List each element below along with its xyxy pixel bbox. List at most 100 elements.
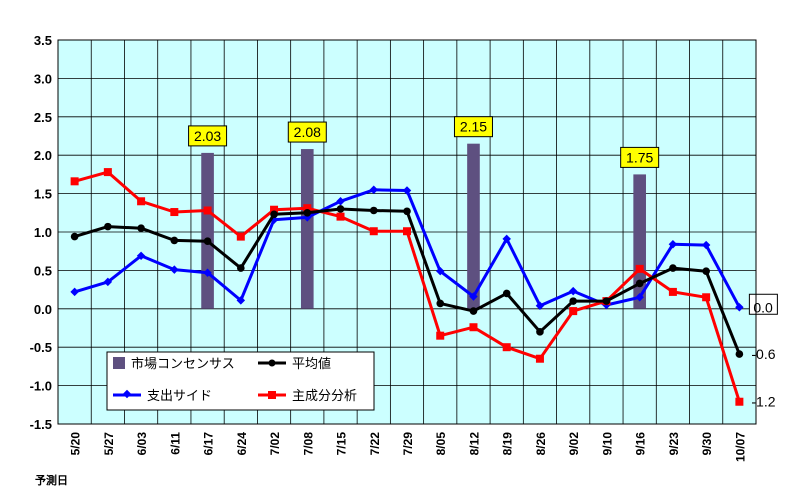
x-tick-label: 8/05 <box>434 432 448 456</box>
data-point-average <box>403 207 411 216</box>
data-point-pca <box>403 227 411 236</box>
x-tick-label: 6/24 <box>235 432 249 456</box>
data-point-average <box>303 209 312 217</box>
data-point-pca <box>70 177 79 186</box>
data-point-average <box>70 232 79 241</box>
data-point-expenditure <box>70 287 79 297</box>
data-point-average <box>735 350 744 358</box>
consensus-bar <box>300 149 314 309</box>
data-point-average <box>469 307 478 315</box>
legend-bar-swatch <box>113 357 125 369</box>
consensus-bar-label-box <box>453 116 493 138</box>
data-point-average <box>237 264 245 272</box>
y-tick-label: 1.0 <box>34 225 52 240</box>
data-point-expenditure <box>170 265 179 274</box>
x-tick-label: 8/26 <box>534 432 548 456</box>
y-tick-label: 2.0 <box>34 148 52 163</box>
x-tick-label: 6/17 <box>202 432 216 456</box>
y-tick-label: 0.5 <box>34 263 52 278</box>
data-point-expenditure <box>369 185 379 195</box>
data-point-pca <box>502 343 511 352</box>
x-tick-label: 5/27 <box>102 432 116 456</box>
y-tick-label: -1.5 <box>30 417 52 432</box>
end-label: -0.6 <box>751 346 775 362</box>
data-point-expenditure <box>469 292 478 301</box>
data-point-pca <box>369 227 378 236</box>
y-tick-label: -0.5 <box>30 340 52 355</box>
legend-label-consensus: 市場コンセンサス <box>131 356 235 371</box>
y-tick-label: 1.5 <box>34 187 52 202</box>
data-point-expenditure <box>735 303 744 312</box>
consensus-bar-label: 2.03 <box>194 128 221 144</box>
data-point-average <box>702 267 710 275</box>
legend-marker-expenditure <box>122 389 132 399</box>
consensus-bar-label-box <box>188 125 228 147</box>
x-tick-label: 6/11 <box>168 432 182 455</box>
consensus-bar-label: 2.15 <box>460 119 487 135</box>
data-point-pca <box>735 397 744 406</box>
data-point-pca <box>170 208 179 217</box>
data-point-average <box>635 279 644 288</box>
y-tick-label: 0.0 <box>34 302 52 317</box>
x-tick-label: 7/08 <box>301 432 315 456</box>
x-tick-label: 9/23 <box>667 432 681 456</box>
data-point-expenditure <box>336 197 345 206</box>
data-point-average <box>569 297 577 305</box>
legend-label-pca: 主成分分析 <box>292 388 357 403</box>
consensus-bar <box>201 152 214 309</box>
x-tick-label: 9/02 <box>567 432 581 456</box>
data-point-average <box>502 289 511 298</box>
x-tick-label: 8/12 <box>467 432 481 456</box>
data-point-average <box>536 328 544 336</box>
data-point-pca <box>436 331 445 340</box>
data-point-average <box>369 206 378 215</box>
x-tick-label: 5/20 <box>69 432 83 456</box>
data-point-pca <box>137 197 146 206</box>
legend-box <box>106 351 375 411</box>
data-point-expenditure <box>535 301 545 310</box>
data-point-pca <box>236 232 245 241</box>
legend-label-expenditure: 支出サイド <box>147 388 212 403</box>
data-point-average <box>104 222 112 231</box>
x-tick-label: 9/30 <box>700 432 714 456</box>
y-tick-label: -1.0 <box>30 379 52 394</box>
end-label: -1.2 <box>751 394 775 410</box>
x-tick-label: 6/03 <box>135 432 149 456</box>
data-point-pca <box>303 204 312 213</box>
x-tick-label: 10/07 <box>733 432 747 462</box>
consensus-bar-label: 1.75 <box>626 149 653 165</box>
consensus-bar <box>633 174 646 309</box>
x-tick-label: 9/10 <box>600 432 614 456</box>
data-point-pca <box>103 168 112 177</box>
data-point-average <box>170 236 179 245</box>
data-point-pca <box>569 307 578 316</box>
data-point-expenditure <box>502 234 511 244</box>
x-tick-label: 7/02 <box>268 432 282 456</box>
data-point-expenditure <box>103 277 113 287</box>
data-point-average <box>137 224 145 232</box>
data-point-average <box>203 237 212 246</box>
data-point-pca <box>702 293 711 302</box>
x-tick-label: 9/16 <box>634 432 648 456</box>
data-point-average <box>669 264 677 272</box>
data-point-pca <box>469 323 478 332</box>
x-tick-label: 7/15 <box>335 432 349 456</box>
consensus-bar <box>467 143 480 309</box>
legend-marker-pca <box>268 391 276 399</box>
x-axis-title: 予測日 <box>35 473 68 487</box>
y-tick-label: 3.5 <box>34 33 52 48</box>
legend-label-average: 平均値 <box>292 356 331 371</box>
data-point-expenditure <box>568 286 578 296</box>
end-label: 0.0 <box>753 299 773 315</box>
data-point-pca <box>668 287 677 296</box>
y-tick-label: 2.5 <box>34 110 52 125</box>
x-tick-label: 8/19 <box>501 432 515 456</box>
x-tick-label: 7/29 <box>401 432 415 456</box>
data-point-average <box>336 205 345 213</box>
consensus-bar-label-box <box>620 146 660 168</box>
data-point-average <box>602 297 611 305</box>
x-tick-label: 7/22 <box>368 432 382 456</box>
consensus-bar-label-box <box>287 121 327 143</box>
